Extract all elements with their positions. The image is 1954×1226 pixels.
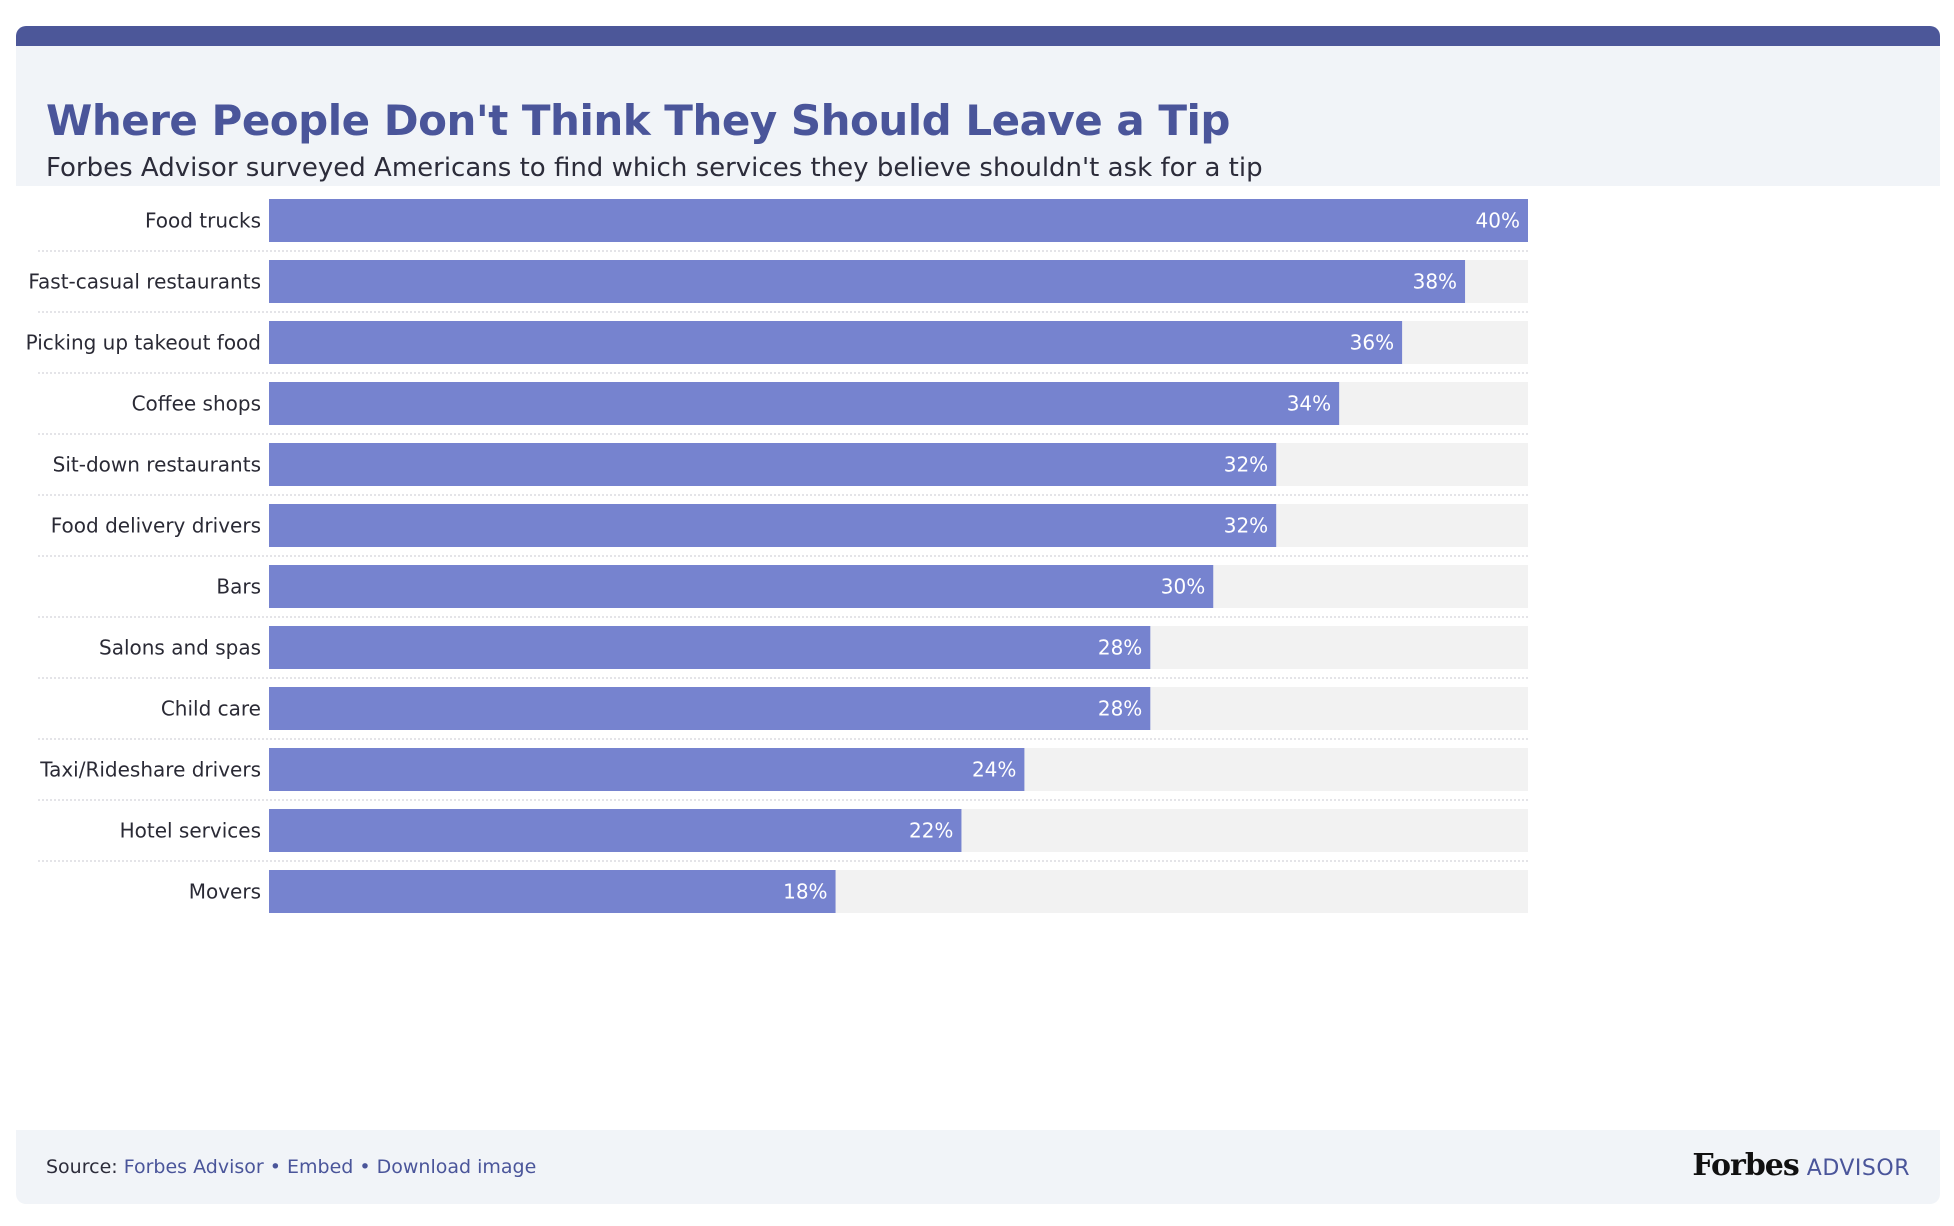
value-label: 30% xyxy=(1161,575,1205,599)
bar xyxy=(269,504,1277,547)
bar xyxy=(269,809,962,852)
bar-chart-svg: Food trucks 40% Fast-casual restaurants 38%… xyxy=(26,199,1528,913)
value-label: 36% xyxy=(1350,331,1394,355)
embed-link[interactable]: Embed xyxy=(287,1156,354,1178)
bar xyxy=(269,626,1151,669)
bar-chart: Food trucks 40% Fast-casual restaurants 38%… xyxy=(16,186,1940,1151)
category-label: Food trucks xyxy=(145,209,261,233)
brand-suffix: ADVISOR xyxy=(1806,1156,1910,1181)
value-label: 28% xyxy=(1098,697,1142,721)
bar xyxy=(269,382,1340,425)
chart-title: Where People Don't Think They Should Lea… xyxy=(46,96,1230,145)
category-label: Salons and spas xyxy=(99,636,261,660)
category-label: Bars xyxy=(216,575,261,599)
value-label: 34% xyxy=(1287,392,1331,416)
category-label: Food delivery drivers xyxy=(51,514,261,538)
source-link[interactable]: Forbes Advisor xyxy=(123,1156,264,1178)
category-label: Sit-down restaurants xyxy=(53,453,261,477)
bar xyxy=(269,870,836,913)
category-label: Hotel services xyxy=(120,819,261,843)
bar xyxy=(269,260,1466,303)
bar xyxy=(269,443,1277,486)
category-label: Picking up takeout food xyxy=(26,331,261,355)
value-label: 38% xyxy=(1413,270,1457,294)
value-label: 40% xyxy=(1476,209,1520,233)
bar xyxy=(269,321,1403,364)
value-label: 22% xyxy=(909,819,953,843)
bar xyxy=(269,565,1214,608)
bar xyxy=(269,687,1151,730)
value-label: 24% xyxy=(972,758,1016,782)
category-label: Movers xyxy=(189,880,261,904)
category-label: Child care xyxy=(161,697,261,721)
chart-card: Where People Don't Think They Should Lea… xyxy=(16,26,1940,1204)
category-label: Fast-casual restaurants xyxy=(28,270,261,294)
source-label: Source: xyxy=(46,1156,118,1178)
value-label: 28% xyxy=(1098,636,1142,660)
separator-dot: • xyxy=(269,1156,281,1178)
bar xyxy=(269,199,1528,242)
brand-name: Forbes xyxy=(1692,1148,1799,1183)
value-label: 32% xyxy=(1224,514,1268,538)
value-label: 32% xyxy=(1224,453,1268,477)
source-line: Source: Forbes Advisor • Embed • Downloa… xyxy=(46,1156,536,1178)
chart-footer: Source: Forbes Advisor • Embed • Downloa… xyxy=(16,1130,1940,1204)
chart-header: Where People Don't Think They Should Lea… xyxy=(16,46,1940,186)
value-label: 18% xyxy=(783,880,827,904)
category-label: Taxi/Rideshare drivers xyxy=(39,758,261,782)
forbes-advisor-logo: Forbes ADVISOR xyxy=(1692,1148,1910,1183)
chart-subtitle: Forbes Advisor surveyed Americans to fin… xyxy=(46,153,1263,183)
bar xyxy=(269,748,1025,791)
separator-dot: • xyxy=(359,1156,371,1178)
category-label: Coffee shops xyxy=(132,392,261,416)
download-image-link[interactable]: Download image xyxy=(376,1156,537,1178)
accent-strip xyxy=(16,26,1940,46)
